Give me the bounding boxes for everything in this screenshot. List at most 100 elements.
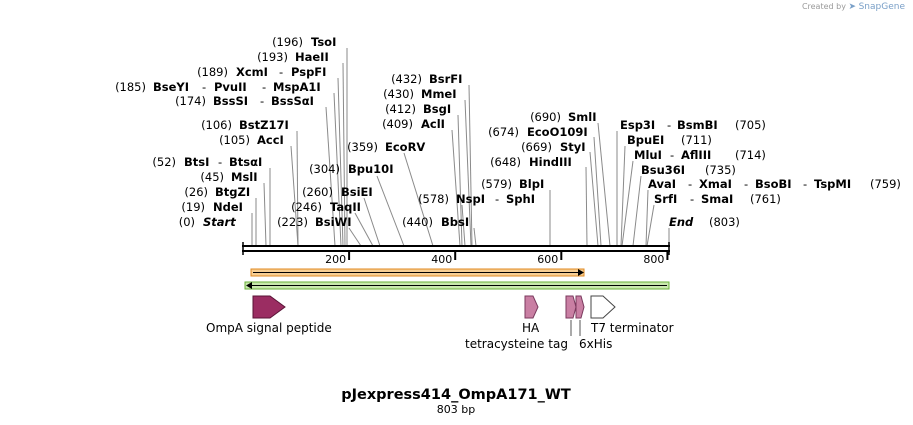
site-nspi[interactable]: NspI bbox=[456, 192, 485, 206]
site-bbsi[interactable]: BbsI bbox=[441, 215, 469, 229]
site-position: (193) bbox=[257, 50, 288, 64]
site-position: (196) bbox=[272, 35, 303, 49]
site-smai[interactable]: SmaI bbox=[701, 192, 733, 206]
site-position: (690) bbox=[530, 110, 561, 124]
tick-label-200: 200 bbox=[325, 253, 346, 266]
site-position: (174) bbox=[175, 94, 206, 108]
tick-label-600: 600 bbox=[537, 253, 558, 266]
end-marker: End bbox=[669, 215, 694, 229]
orf-reverse[interactable] bbox=[244, 281, 670, 290]
site-position: (440) bbox=[402, 215, 433, 229]
orf-forward[interactable] bbox=[250, 268, 585, 277]
start-marker: Start bbox=[203, 215, 236, 229]
feature-6xhis[interactable]: 6xHis bbox=[575, 295, 612, 351]
site-bsobi[interactable]: BsoBI bbox=[755, 177, 792, 191]
site-blpi[interactable]: BlpI bbox=[519, 177, 544, 191]
site-position: (803) bbox=[709, 215, 740, 229]
site-labels-right: (690) SmlI (674) EcoO109I (669) StyI (64… bbox=[481, 110, 596, 191]
site-btgzi[interactable]: BtgZI bbox=[215, 185, 250, 199]
site-pvuii[interactable]: PvuII bbox=[214, 80, 247, 94]
svg-text:-: - bbox=[218, 155, 222, 169]
site-taqii[interactable]: TaqII bbox=[330, 200, 361, 214]
svg-text:-: - bbox=[262, 80, 266, 94]
site-bpuei[interactable]: BpuEI bbox=[627, 133, 664, 147]
site-position: (711) bbox=[681, 133, 712, 147]
site-labels-far-right: Esp3I - BsmBI (705) BpuEI (711) MluI - A… bbox=[620, 118, 901, 229]
site-bsiei[interactable]: BsiEI bbox=[341, 185, 373, 199]
site-haeii[interactable]: HaeII bbox=[295, 50, 329, 64]
site-position: (26) bbox=[184, 185, 208, 199]
site-btsai[interactable]: BtsαI bbox=[229, 155, 262, 169]
site-position: (409) bbox=[382, 117, 413, 131]
site-labels-middle: (359) EcoRV (304) Bpu10I (260) BsiEI (24… bbox=[277, 140, 425, 229]
site-position: (105) bbox=[219, 133, 250, 147]
site-afliii[interactable]: AflIII bbox=[681, 148, 711, 162]
site-bsssai[interactable]: BssSαI bbox=[271, 94, 314, 108]
site-position: (759) bbox=[870, 177, 901, 191]
site-acli[interactable]: AclI bbox=[421, 117, 445, 131]
site-mmei[interactable]: MmeI bbox=[421, 87, 457, 101]
feature-ha[interactable]: HA bbox=[522, 295, 540, 335]
feature-ompa-signal-peptide[interactable]: OmpA signal peptide bbox=[206, 295, 332, 335]
feature-label: HA bbox=[522, 321, 540, 335]
site-smli[interactable]: SmlI bbox=[568, 110, 597, 124]
site-position: (223) bbox=[277, 215, 308, 229]
site-position: (648) bbox=[490, 155, 521, 169]
site-tspmi[interactable]: TspMI bbox=[814, 177, 851, 191]
site-position: (674) bbox=[488, 125, 519, 139]
site-bsiwi[interactable]: BsiWI bbox=[315, 215, 352, 229]
site-hindiii[interactable]: HindIII bbox=[529, 155, 572, 169]
plasmid-title: pJexpress414_OmpA171_WT bbox=[341, 387, 571, 403]
site-position: (52) bbox=[152, 155, 176, 169]
site-position: (304) bbox=[309, 162, 340, 176]
site-position: (761) bbox=[750, 192, 781, 206]
site-bsssi[interactable]: BssSI bbox=[213, 94, 248, 108]
site-bsmbi[interactable]: BsmBI bbox=[677, 118, 718, 132]
site-connector-lines bbox=[251, 48, 670, 247]
site-bstz17i[interactable]: BstZ17I bbox=[239, 118, 289, 132]
plasmid-length: 803 bp bbox=[437, 403, 475, 416]
site-mspa1i[interactable]: MspA1I bbox=[273, 80, 321, 94]
site-position: (735) bbox=[705, 163, 736, 177]
site-xcmi[interactable]: XcmI bbox=[236, 65, 268, 79]
site-position: (246) bbox=[291, 200, 322, 214]
site-position: (430) bbox=[383, 87, 414, 101]
site-position: (185) bbox=[115, 80, 146, 94]
site-bsu36i[interactable]: Bsu36I bbox=[641, 163, 685, 177]
site-bsrfi[interactable]: BsrFI bbox=[429, 72, 462, 86]
site-acci[interactable]: AccI bbox=[257, 133, 284, 147]
site-bseyi[interactable]: BseYI bbox=[153, 80, 189, 94]
feature-label: T7 terminator bbox=[590, 321, 674, 335]
feature-t7-terminator[interactable]: T7 terminator bbox=[590, 295, 674, 335]
site-srfi[interactable]: SrfI bbox=[654, 192, 677, 206]
arrow-left-icon bbox=[246, 282, 252, 289]
site-pspfi[interactable]: PspFI bbox=[291, 65, 326, 79]
site-styi[interactable]: StyI bbox=[560, 140, 586, 154]
site-sphi[interactable]: SphI bbox=[506, 192, 535, 206]
site-ecorv[interactable]: EcoRV bbox=[385, 140, 425, 154]
site-btsi[interactable]: BtsI bbox=[184, 155, 209, 169]
site-mlui[interactable]: MluI bbox=[634, 148, 662, 162]
svg-text:-: - bbox=[670, 148, 674, 162]
site-tsoi[interactable]: TsoI bbox=[311, 35, 336, 49]
site-xmai[interactable]: XmaI bbox=[699, 177, 732, 191]
tick-label-400: 400 bbox=[431, 253, 452, 266]
site-position: (412) bbox=[385, 102, 416, 116]
site-bpu10i[interactable]: Bpu10I bbox=[348, 162, 393, 176]
svg-text:-: - bbox=[803, 177, 807, 191]
feature-tetracysteine-tag[interactable]: tetracysteine tag bbox=[465, 295, 577, 351]
svg-text:-: - bbox=[279, 65, 283, 79]
svg-text:-: - bbox=[688, 177, 692, 191]
site-ecoo109i[interactable]: EcoO109I bbox=[527, 125, 588, 139]
site-bsgi[interactable]: BsgI bbox=[423, 102, 451, 116]
site-avai[interactable]: AvaI bbox=[648, 177, 676, 191]
dna-backbone: 200 400 600 800 bbox=[242, 242, 670, 266]
site-esp3i[interactable]: Esp3I bbox=[620, 118, 655, 132]
svg-text:-: - bbox=[744, 177, 748, 191]
site-position: (705) bbox=[735, 118, 766, 132]
site-msli[interactable]: MslI bbox=[231, 170, 258, 184]
snapgene-credit: Created by ➤ SnapGene bbox=[802, 2, 905, 12]
site-ndei[interactable]: NdeI bbox=[213, 200, 243, 214]
feature-label: tetracysteine tag bbox=[465, 337, 568, 351]
